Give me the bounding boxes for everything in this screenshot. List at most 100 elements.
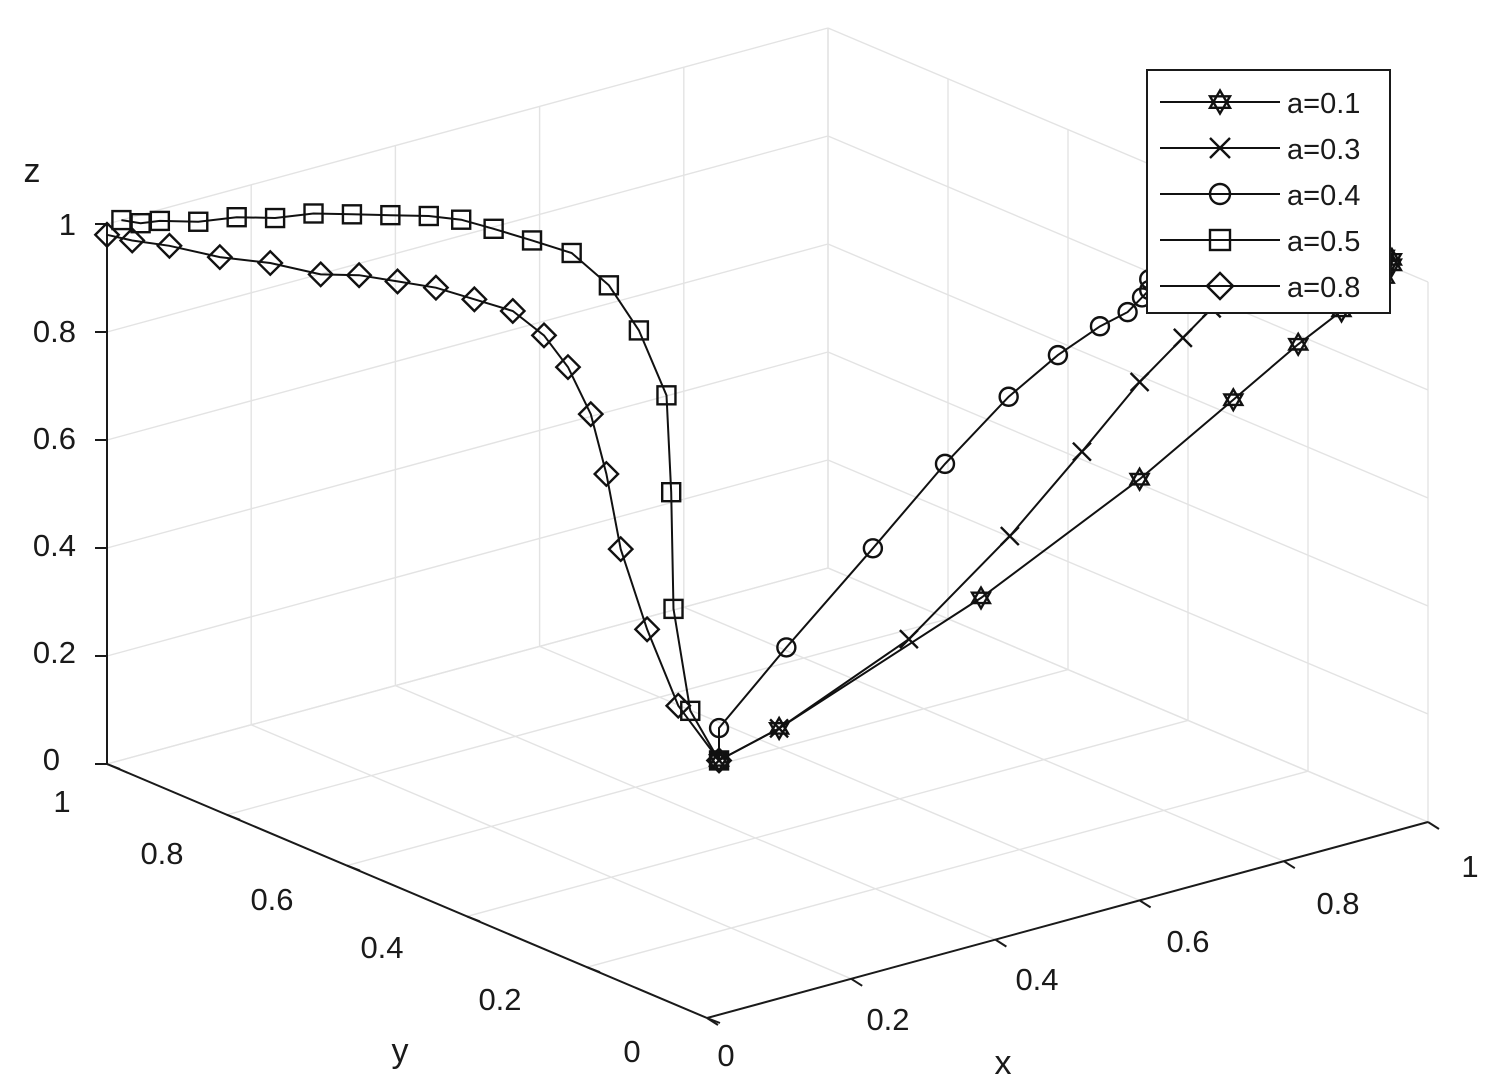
y-tick-label: 0 <box>623 1034 640 1069</box>
data-point-marker <box>303 203 324 224</box>
data-point-marker <box>998 386 1019 407</box>
data-point-marker <box>422 274 450 302</box>
data-point-marker <box>499 297 527 325</box>
gridline <box>395 684 996 941</box>
series-a=0.4 <box>708 269 1167 771</box>
data-point-marker <box>776 637 797 658</box>
x-tick-label: 0.6 <box>1166 924 1209 959</box>
data-point-marker <box>1287 331 1310 357</box>
legend-label: a=0.8 <box>1287 272 1360 304</box>
legend-marker-diamond <box>1205 271 1235 301</box>
gridline <box>827 567 1429 823</box>
series-line <box>718 278 1159 761</box>
gridline <box>106 351 829 549</box>
data-point-marker <box>561 242 582 264</box>
series-a=0.1 <box>708 238 1403 774</box>
x-tick-label: 0.8 <box>1316 886 1359 921</box>
gridline <box>827 243 1429 499</box>
data-point-marker <box>206 243 234 271</box>
data-point-marker <box>188 211 209 232</box>
series-line <box>718 261 1258 762</box>
data-point-marker <box>149 210 171 232</box>
legend-label: a=0.3 <box>1287 134 1360 166</box>
data-point-marker <box>1047 344 1069 366</box>
data-point-marker <box>1089 316 1111 337</box>
y-axis-label: y <box>392 1032 409 1070</box>
legend-box <box>1146 69 1391 314</box>
data-point-marker <box>130 212 151 234</box>
data-point-marker <box>118 227 146 254</box>
series-line <box>718 250 1393 762</box>
z-tick-label: 0 <box>43 742 60 777</box>
y-tick-mark <box>226 813 241 821</box>
tick-labels: 0 0.2 0.4 0.6 0.8 1 0 0.2 0.4 0.6 0.8 1 … <box>33 207 1479 1073</box>
data-point-marker <box>705 747 733 774</box>
gridline <box>827 135 1429 391</box>
data-point-marker <box>256 249 284 277</box>
data-point-marker <box>769 718 789 739</box>
legend-marker-x <box>1209 137 1231 159</box>
data-point-marker <box>111 209 132 231</box>
data-point-marker <box>592 460 620 488</box>
x-tick-label: 0 <box>717 1038 734 1073</box>
z-tick-label: 0.6 <box>33 421 76 456</box>
legend-marker-hexagram <box>1207 88 1233 116</box>
data-point-marker <box>1129 372 1150 392</box>
y-tick-label: 1 <box>53 784 70 819</box>
grid-layer <box>106 27 1429 1019</box>
data-point-marker <box>1117 301 1138 323</box>
legend-marker-circle <box>1208 182 1232 206</box>
data-point-marker <box>577 400 605 428</box>
gridline <box>250 724 852 980</box>
y-axis-line <box>106 763 708 1019</box>
y-tick-mark <box>586 966 601 974</box>
data-point-marker <box>969 585 992 611</box>
y-tick-label: 0.2 <box>478 982 521 1017</box>
z-tick-label: 0.8 <box>33 314 76 349</box>
gridline <box>586 770 1309 968</box>
gridline <box>106 243 829 441</box>
data-point-marker <box>1173 327 1193 348</box>
data-point-marker <box>664 692 692 720</box>
data-point-marker <box>451 209 472 230</box>
z-tick-label: 0.2 <box>33 635 76 670</box>
data-point-marker <box>663 598 684 620</box>
x-tick-mark <box>850 977 863 987</box>
data-point-marker <box>460 285 488 313</box>
y-tick-label: 0.6 <box>250 882 293 917</box>
data-point-marker <box>380 204 401 226</box>
y-tick-label: 0.4 <box>360 930 403 965</box>
y-tick-mark <box>346 864 361 872</box>
gridline <box>827 459 1429 715</box>
data-point-marker <box>607 535 635 563</box>
data-point-marker <box>862 538 884 559</box>
series-line <box>121 212 720 761</box>
y-tick-mark <box>466 915 481 923</box>
x-tick-label: 0.2 <box>866 1002 909 1037</box>
x-tick-mark <box>1139 899 1152 909</box>
data-point-marker <box>899 629 919 649</box>
gridline <box>106 27 829 225</box>
data-point-marker <box>264 207 286 229</box>
data-point-marker <box>708 750 730 771</box>
data-point-marker <box>1128 466 1151 493</box>
gridline <box>346 668 1069 867</box>
data-point-marker <box>384 268 411 295</box>
x-tick-label: 1 <box>1461 849 1478 884</box>
data-point-marker <box>530 321 558 349</box>
data-point-marker <box>307 260 335 288</box>
gridline <box>106 567 829 765</box>
data-point-marker <box>999 526 1020 546</box>
legend-label: a=0.1 <box>1287 88 1360 120</box>
series-line <box>106 233 720 761</box>
z-axis-label: z <box>24 152 41 190</box>
legend: a=0.1 a=0.3 a=0.4 a=0.5 a=0.8 <box>1146 69 1391 314</box>
data-point-marker <box>345 261 373 289</box>
x-axis-line <box>706 821 1429 1019</box>
series-a=0.5 <box>111 203 730 771</box>
legend-label: a=0.4 <box>1287 180 1360 212</box>
y-tick-mark <box>106 763 121 770</box>
data-point-marker <box>341 204 363 225</box>
data-point-marker <box>226 206 247 228</box>
